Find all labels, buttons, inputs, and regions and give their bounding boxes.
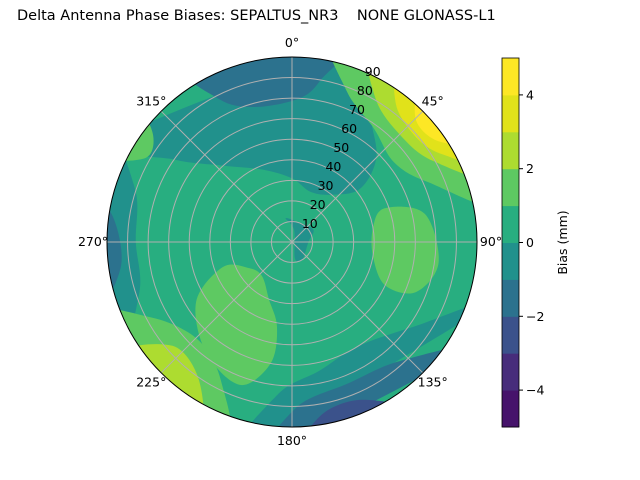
colorbar-band (502, 94, 519, 133)
colorbar-tick-label: 2 (526, 161, 534, 176)
theta-tick-label: 45° (422, 93, 444, 108)
colorbar-band (502, 205, 519, 243)
colorbar-tick-label: −2 (526, 309, 544, 324)
theta-tick-label: 180° (277, 433, 307, 448)
radial-tick-label: 40 (325, 159, 341, 174)
colorbar-band (502, 242, 519, 280)
colorbar-tick-label: 0 (526, 235, 534, 250)
radial-tick-label: 20 (310, 197, 326, 212)
colorbar-tick-label: 4 (526, 87, 534, 102)
colorbar-label: Bias (mm) (555, 210, 570, 274)
radial-tick-label: 50 (333, 140, 349, 155)
colorbar-band (502, 131, 519, 170)
theta-tick-label: 135° (418, 375, 448, 390)
chart-title: Delta Antenna Phase Biases: SEPALTUS_NR3… (17, 8, 496, 24)
theta-tick-label: 0° (285, 35, 299, 50)
theta-tick-label: 90° (480, 234, 502, 249)
polar-frame (106, 56, 478, 428)
angular-gridline (160, 110, 424, 374)
colorbar-tick-label: −4 (526, 383, 544, 398)
theta-tick-label: 225° (136, 375, 166, 390)
colorbar-band (502, 316, 519, 354)
contour-region (107, 194, 122, 308)
colorbar-band (502, 390, 519, 428)
colorbar-band (502, 279, 519, 317)
colorbar-band (502, 58, 519, 96)
contour-region (195, 264, 278, 386)
radial-tick-label: 30 (318, 178, 334, 193)
theta-tick-label: 315° (136, 93, 166, 108)
radial-tick-label: 70 (349, 102, 365, 117)
contour-region (285, 217, 314, 262)
contour-region (371, 206, 439, 294)
radial-tick-label: 80 (357, 83, 373, 98)
theta-tick-label: 270° (78, 234, 108, 249)
colorbar-band (502, 353, 519, 391)
colorbar-band (502, 168, 519, 207)
radial-tick-label: 10 (302, 216, 318, 231)
radial-tick-label: 60 (341, 121, 357, 136)
radial-tick-label: 90 (365, 64, 381, 79)
